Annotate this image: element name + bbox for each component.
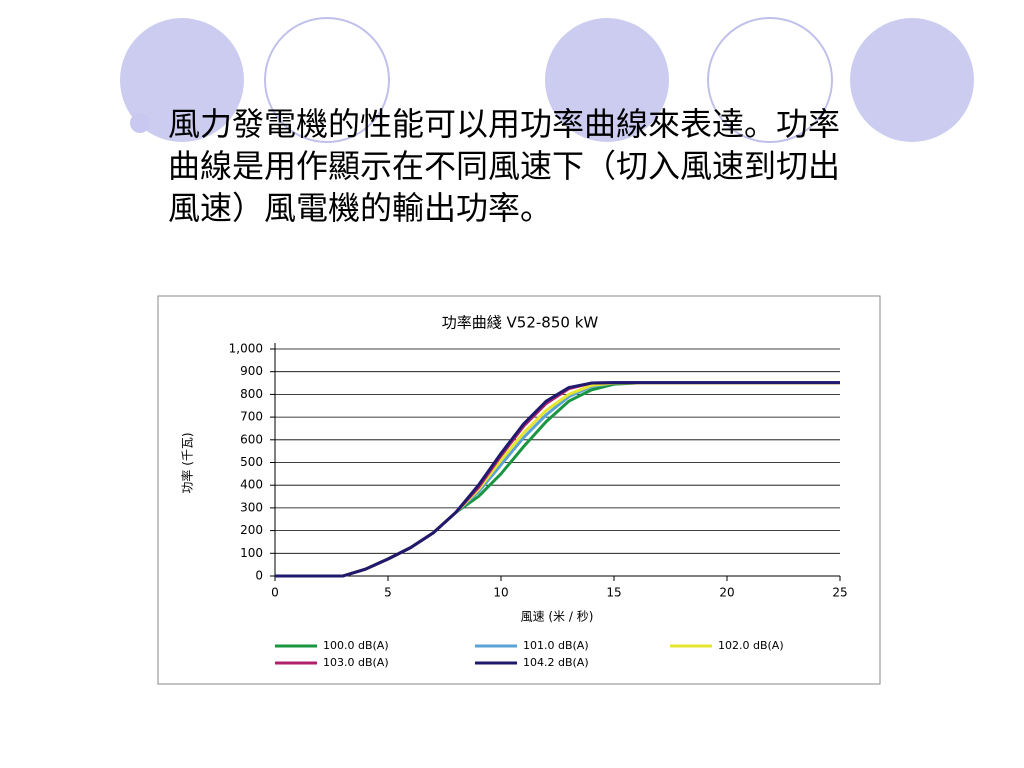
y-tick-label: 200 (240, 523, 263, 537)
x-tick-label: 10 (493, 586, 508, 600)
y-tick-label: 300 (240, 500, 263, 514)
y-tick-label: 800 (240, 387, 263, 401)
deco-circle (264, 17, 390, 143)
x-axis-title: 風速 (米 / 秒) (521, 610, 594, 624)
series-line (275, 381, 840, 578)
y-tick-label: 1,000 (229, 342, 263, 356)
legend-label: 100.0 dB(A) (323, 639, 389, 652)
x-tick-label: 25 (832, 586, 847, 600)
y-tick-label: 700 (240, 410, 263, 424)
y-tick-label: 600 (240, 432, 263, 446)
legend-label: 102.0 dB(A) (718, 639, 784, 652)
x-tick-label: 20 (719, 586, 734, 600)
legend-label: 103.0 dB(A) (323, 656, 389, 669)
x-tick-label: 5 (384, 586, 392, 600)
deco-circle (850, 18, 974, 142)
x-tick-label: 0 (271, 586, 279, 600)
y-tick-label: 900 (240, 364, 263, 378)
bullet-dot (130, 113, 150, 133)
y-tick-label: 100 (240, 546, 263, 560)
chart-title: 功率曲綫 V52-850 kW (442, 314, 599, 332)
y-tick-label: 400 (240, 478, 263, 492)
bullet-text: 風力發電機的性能可以用功率曲線來表達。功率曲線是用作顯示在不同風速下（切入風速到… (168, 105, 841, 227)
chart-frame (157, 295, 881, 685)
y-tick-label: 0 (255, 569, 263, 583)
deco-circle (707, 17, 833, 143)
y-tick-label: 500 (240, 455, 263, 469)
legend-label: 104.2 dB(A) (523, 656, 589, 669)
deco-circle (545, 18, 669, 142)
legend-label: 101.0 dB(A) (523, 639, 589, 652)
x-tick-label: 15 (606, 586, 621, 600)
y-axis-title: 功率 (千瓦) (180, 432, 195, 493)
deco-circle (120, 18, 244, 142)
